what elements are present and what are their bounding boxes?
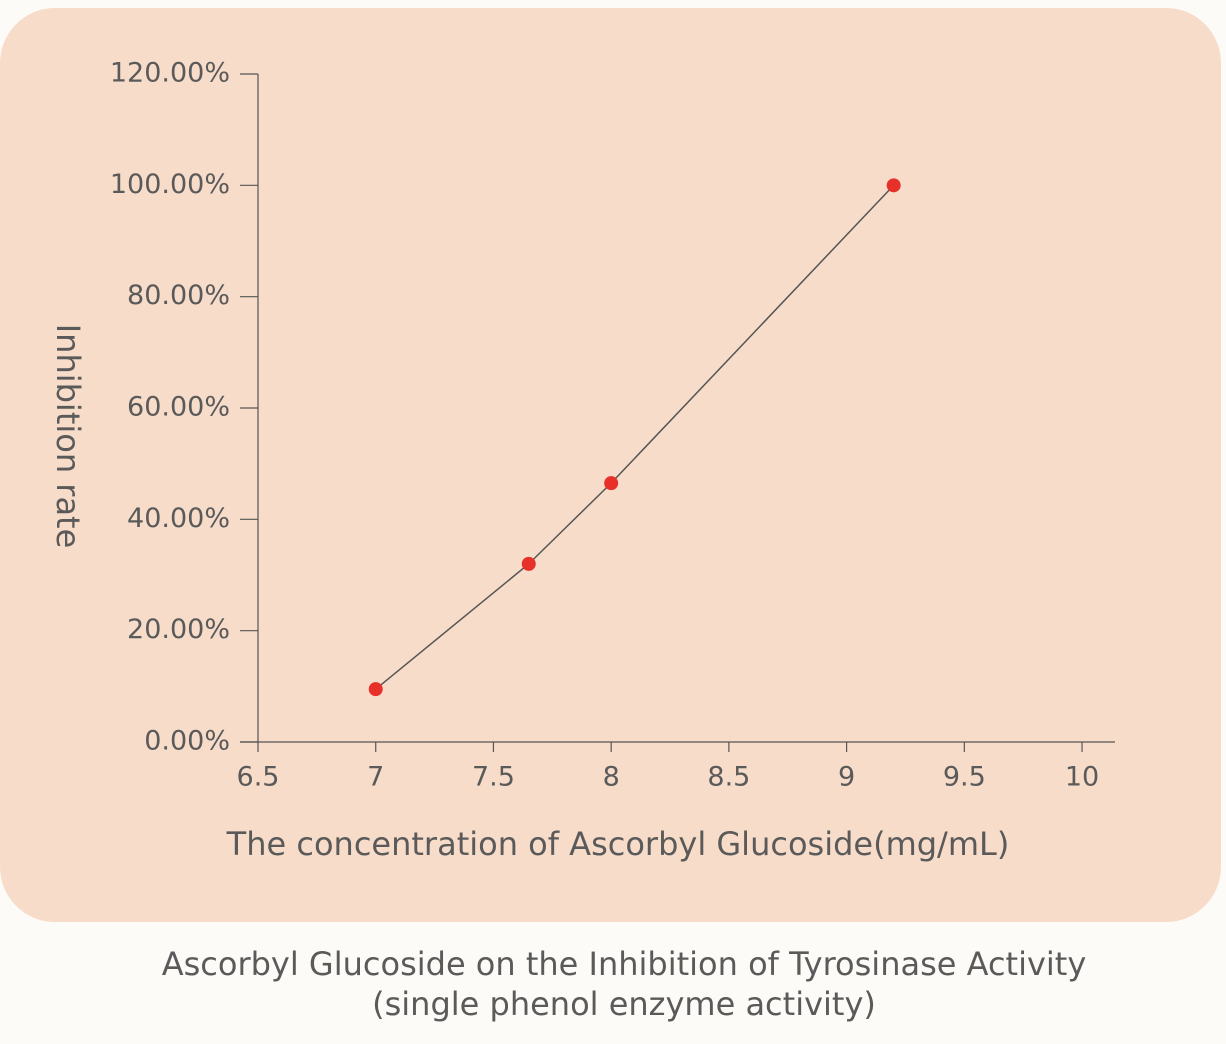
data-line <box>375 184 895 690</box>
x-tick-label: 7.5 <box>472 762 515 793</box>
y-tick-label: 120.00% <box>110 58 230 89</box>
x-tick-label: 9 <box>838 762 855 793</box>
x-tick-label: 7 <box>367 762 384 793</box>
x-tick-label: 6.5 <box>237 762 280 793</box>
caption: Ascorbyl Glucoside on the Inhibition of … <box>162 945 1087 983</box>
data-point <box>368 682 383 697</box>
y-tick-label: 100.00% <box>110 169 230 200</box>
y-tick-label: 40.00% <box>127 503 230 534</box>
data-point <box>604 476 619 491</box>
y-tick-label: 0.00% <box>144 726 230 757</box>
x-tick-label: 8.5 <box>707 762 750 793</box>
y-tick-label: 80.00% <box>127 280 230 311</box>
data-point <box>886 178 901 193</box>
x-tick-label: 8 <box>603 762 620 793</box>
y-tick-label: 20.00% <box>127 614 230 645</box>
panel <box>0 8 1221 922</box>
caption: (single phenol enzyme activity) <box>372 985 876 1023</box>
y-axis-title: Inhibition rate <box>49 324 87 549</box>
x-tick-label: 10 <box>1065 762 1099 793</box>
x-axis-title: The concentration of Ascorbyl Glucoside(… <box>226 825 1010 863</box>
y-tick-label: 60.00% <box>127 392 230 423</box>
x-tick-label: 9.5 <box>943 762 986 793</box>
data-point <box>521 556 536 571</box>
